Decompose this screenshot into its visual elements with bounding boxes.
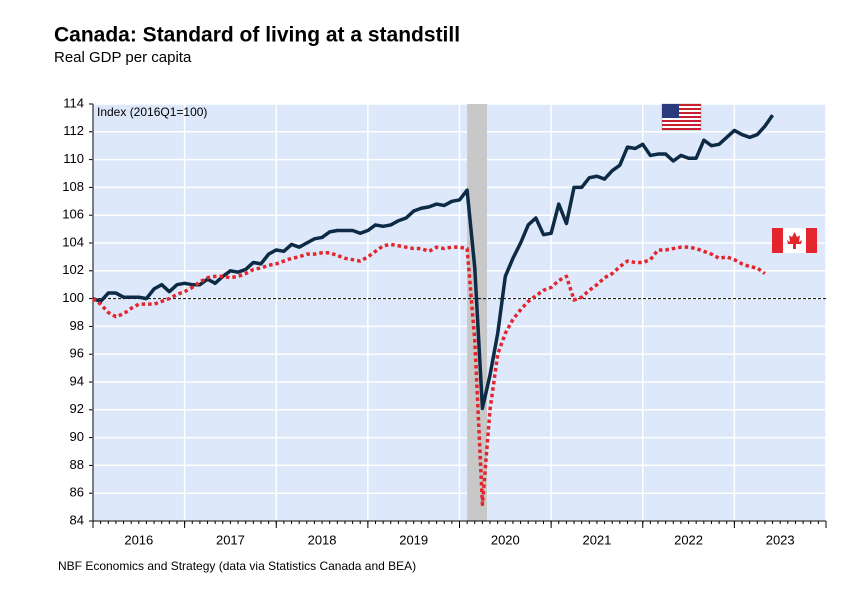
y-tick-label: 90 xyxy=(70,429,84,444)
y-tick-label: 102 xyxy=(62,262,84,277)
y-tick-label: 98 xyxy=(70,318,84,333)
annotation: Index (2016Q1=100) xyxy=(97,105,207,119)
y-tick-label: 114 xyxy=(63,95,84,110)
x-tick-label: 2020 xyxy=(491,532,520,547)
source: NBF Economics and Strategy (data via Sta… xyxy=(58,559,416,573)
y-tick-label: 106 xyxy=(62,207,84,222)
y-tick-label: 108 xyxy=(62,179,84,194)
y-tick-label: 100 xyxy=(62,290,84,305)
y-tick-label: 84 xyxy=(70,512,84,527)
x-tick-label: 2021 xyxy=(582,532,611,547)
chart-title: Canada: Standard of living at a standsti… xyxy=(54,24,460,47)
y-tick-label: 104 xyxy=(62,234,84,249)
canada-flag xyxy=(772,228,817,253)
y-tick-label: 96 xyxy=(70,346,84,361)
x-tick-label: 2022 xyxy=(674,532,703,547)
x-tick-label: 2019 xyxy=(399,532,428,547)
y-tick-label: 88 xyxy=(70,457,84,472)
x-tick-label: 2017 xyxy=(216,532,245,547)
x-tick-label: 2016 xyxy=(124,532,153,547)
y-tick-label: 110 xyxy=(63,151,84,166)
series-line xyxy=(92,114,775,411)
us-flag xyxy=(661,103,702,131)
y-tick-label: 112 xyxy=(63,123,84,138)
y-tick-label: 92 xyxy=(70,401,84,416)
y-tick-label: 94 xyxy=(70,373,84,388)
chart-subtitle: Real GDP per capita xyxy=(54,49,192,66)
y-tick-label: 86 xyxy=(70,485,84,500)
x-tick-label: 2018 xyxy=(308,532,337,547)
x-tick-label: 2023 xyxy=(766,532,795,547)
